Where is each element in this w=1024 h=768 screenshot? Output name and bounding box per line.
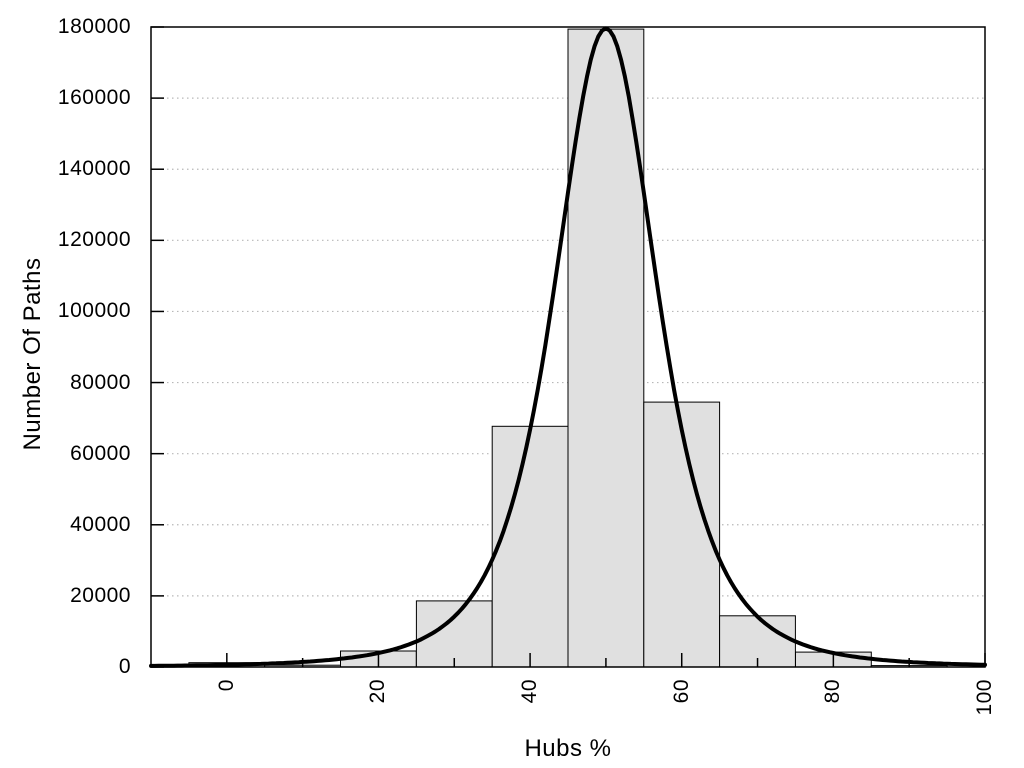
y-tick-label: 100000 [57,299,131,323]
x-tick-label: 100 [973,679,996,716]
x-tick-label: 0 [214,679,238,692]
x-tick-label: 80 [821,679,845,704]
x-axis-title: Hubs % [524,735,612,762]
y-tick-label: 180000 [57,15,131,38]
x-tick-label: 60 [669,679,693,704]
y-tick-label: 160000 [57,86,131,110]
histogram-bar [491,425,569,668]
plot-border [150,26,986,668]
y-tick-label: 80000 [70,370,131,394]
fit-curve [149,26,987,668]
y-axis-title: Number Of Paths [19,257,46,451]
y-tick-label: 40000 [70,512,131,536]
y-tick-label: 120000 [57,228,131,252]
x-tick-label: 20 [366,679,390,704]
y-tick-label: 20000 [70,583,131,607]
x-tick-label: 40 [518,679,542,704]
y-tick-label: 60000 [70,441,131,465]
y-tick-label: 0 [118,655,131,678]
y-tick-label: 140000 [57,157,131,181]
